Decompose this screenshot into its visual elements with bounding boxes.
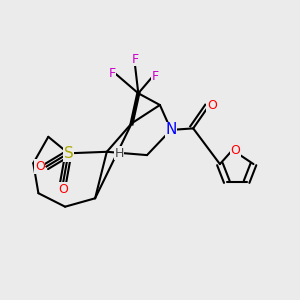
Text: S: S: [64, 146, 73, 161]
Text: H: H: [114, 147, 124, 160]
Text: O: O: [207, 99, 217, 112]
Text: O: O: [231, 143, 240, 157]
Text: O: O: [35, 160, 45, 173]
Text: F: F: [152, 70, 159, 83]
Text: N: N: [165, 122, 177, 137]
Text: O: O: [58, 183, 68, 196]
Text: F: F: [131, 52, 139, 66]
Text: F: F: [108, 67, 116, 80]
